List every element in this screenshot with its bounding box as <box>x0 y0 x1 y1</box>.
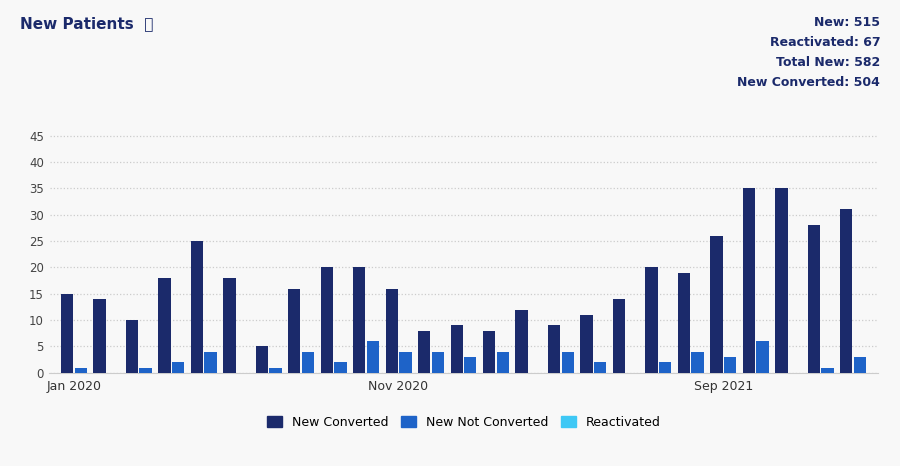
Bar <box>432 352 444 373</box>
Bar <box>775 188 788 373</box>
Bar <box>659 362 671 373</box>
Bar <box>61 294 73 373</box>
Bar <box>256 346 268 373</box>
Bar <box>742 188 755 373</box>
Bar <box>400 352 411 373</box>
Bar <box>334 362 346 373</box>
Bar <box>320 267 333 373</box>
Bar <box>724 357 736 373</box>
Bar <box>94 299 105 373</box>
Bar <box>562 352 574 373</box>
Bar <box>841 210 852 373</box>
Bar <box>691 352 704 373</box>
Bar <box>451 325 463 373</box>
Bar <box>594 362 607 373</box>
Bar <box>158 278 171 373</box>
Bar <box>126 320 138 373</box>
Text: New: 515
Reactivated: 67
Total New: 582
New Converted: 504: New: 515 Reactivated: 67 Total New: 582 … <box>737 16 880 89</box>
Bar <box>204 352 217 373</box>
Bar <box>548 325 561 373</box>
Bar <box>75 368 86 373</box>
Bar <box>678 273 690 373</box>
Bar <box>580 315 593 373</box>
Bar <box>645 267 658 373</box>
Bar <box>302 352 314 373</box>
Bar <box>497 352 509 373</box>
Bar <box>483 331 495 373</box>
Bar <box>756 341 769 373</box>
Bar <box>223 278 236 373</box>
Bar <box>140 368 152 373</box>
Bar <box>172 362 184 373</box>
Bar <box>353 267 365 373</box>
Bar <box>191 241 203 373</box>
Text: New Patients  ⓘ: New Patients ⓘ <box>20 16 153 31</box>
Bar <box>822 368 833 373</box>
Legend: New Converted, New Not Converted, Reactivated: New Converted, New Not Converted, Reacti… <box>262 411 665 433</box>
Bar <box>613 299 626 373</box>
Bar <box>366 341 379 373</box>
Bar <box>269 368 282 373</box>
Bar <box>710 236 723 373</box>
Bar <box>288 288 301 373</box>
Bar <box>464 357 476 373</box>
Bar <box>516 309 527 373</box>
Bar <box>385 288 398 373</box>
Bar <box>807 225 820 373</box>
Bar <box>418 331 430 373</box>
Bar <box>854 357 866 373</box>
